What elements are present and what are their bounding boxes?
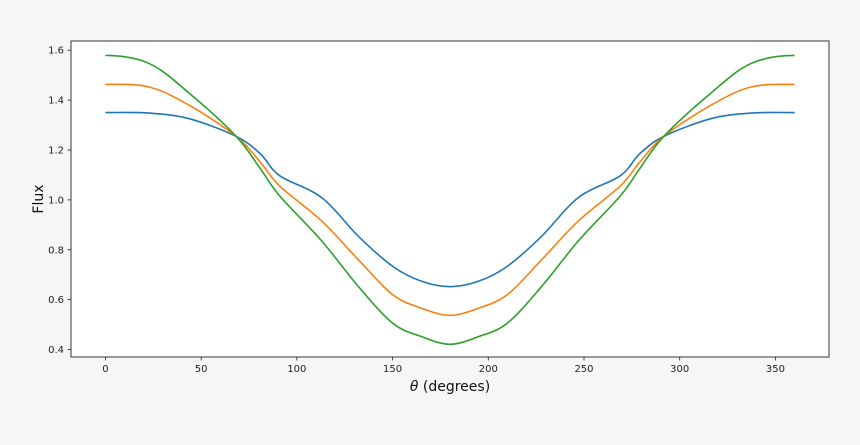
x-tick-label: 250 xyxy=(574,364,593,375)
x-axis-ticks: 0 50 100 150 200 250 300 350 xyxy=(102,357,785,375)
plot-area xyxy=(71,41,829,357)
y-tick-label: 1.0 xyxy=(48,195,64,206)
y-tick-label: 1.2 xyxy=(48,145,64,156)
x-tick-label: 200 xyxy=(479,364,498,375)
y-tick-label: 0.8 xyxy=(48,245,64,256)
y-axis-label: Flux xyxy=(31,184,47,213)
y-axis-ticks: 0.4 0.6 0.8 1.0 1.2 1.4 1.6 xyxy=(48,46,71,356)
y-tick-label: 1.6 xyxy=(48,46,64,57)
series-layer xyxy=(105,54,795,346)
y-tick-label: 1.4 xyxy=(48,96,64,107)
x-tick-label: 300 xyxy=(670,364,689,375)
axes-frame xyxy=(70,40,830,358)
x-axis-label: θ (degrees) xyxy=(410,379,490,395)
x-tick-label: 50 xyxy=(195,364,208,375)
x-tick-label: 0 xyxy=(102,364,108,375)
x-tick-label: 150 xyxy=(383,364,402,375)
line-series-3 xyxy=(105,54,795,346)
line-series-1 xyxy=(105,111,795,288)
y-tick-label: 0.4 xyxy=(48,345,64,356)
x-tick-label: 100 xyxy=(287,364,306,375)
y-tick-label: 0.6 xyxy=(48,295,64,306)
x-tick-label: 350 xyxy=(766,364,785,375)
line-series-2 xyxy=(105,83,795,317)
